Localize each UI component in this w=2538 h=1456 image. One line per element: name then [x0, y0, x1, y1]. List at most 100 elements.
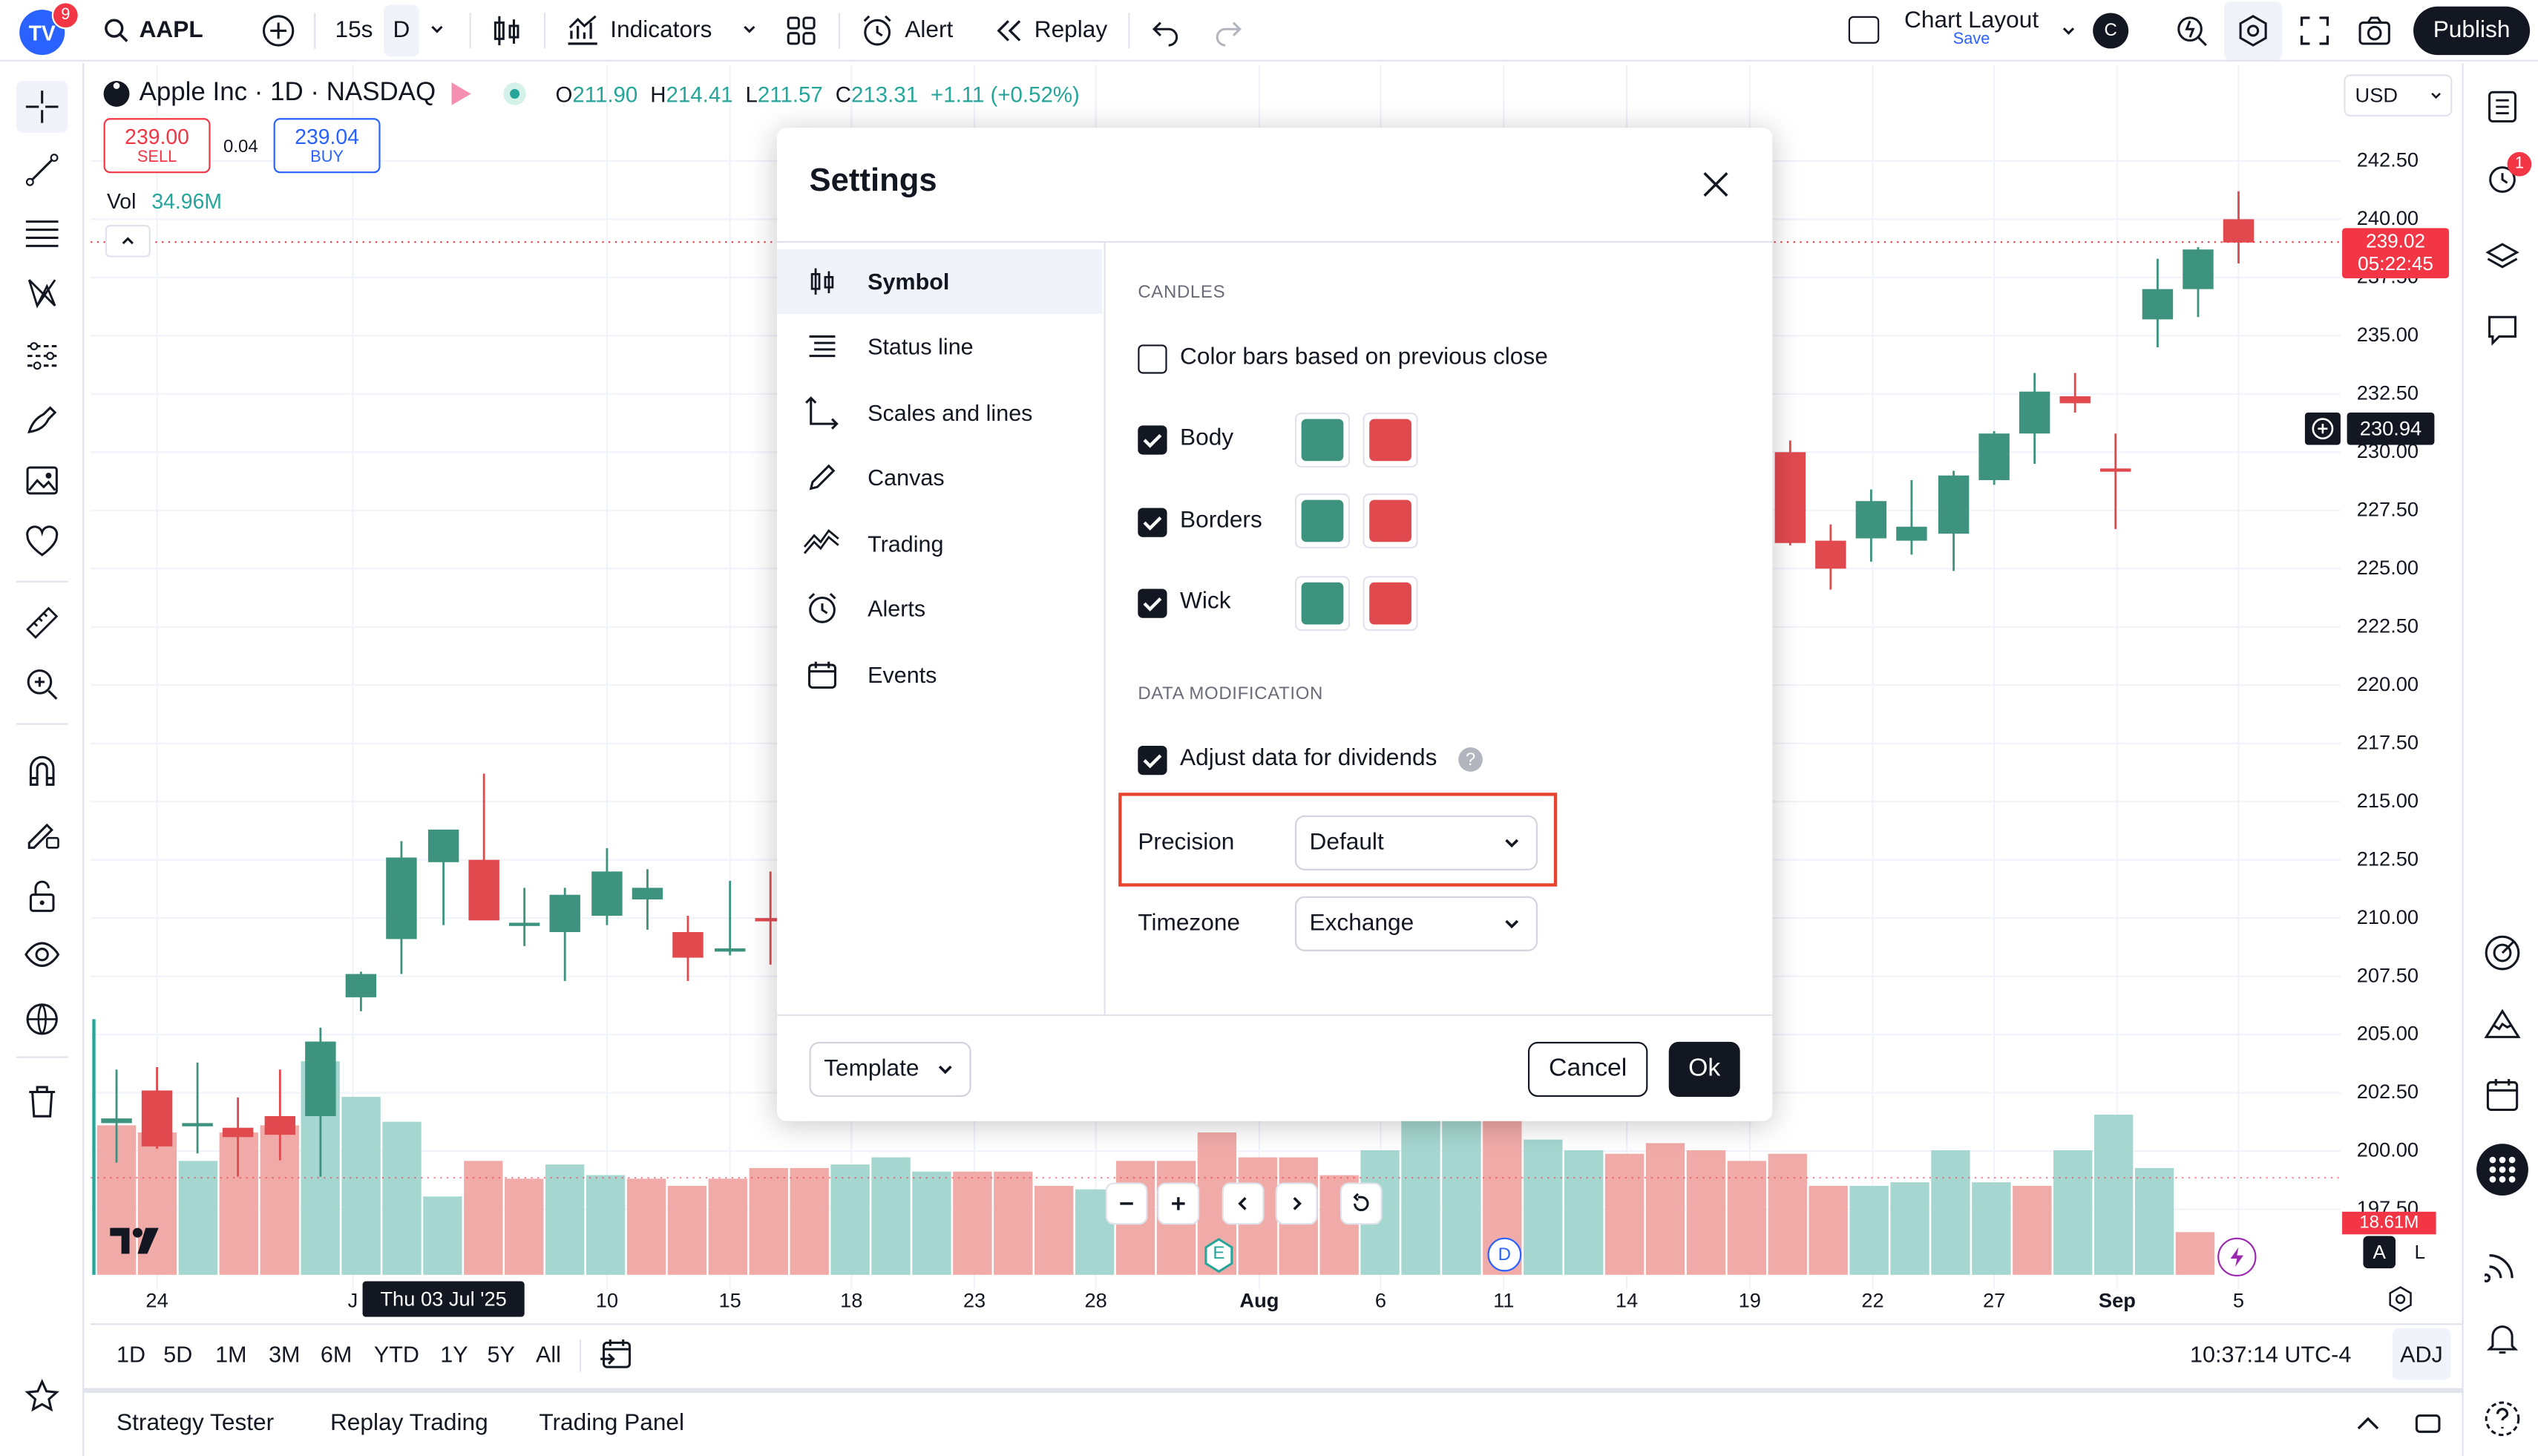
time-zone-display[interactable]: 10:37:14 UTC-4 [2190, 1341, 2352, 1368]
object-tree-button[interactable] [2476, 232, 2528, 283]
layout-dropdown-button[interactable] [2059, 19, 2078, 45]
borders-down-color-swatch[interactable] [1363, 493, 1418, 549]
compare-symbol-button[interactable] [260, 13, 296, 53]
add-alert-crosshair-button[interactable] [2304, 412, 2341, 445]
products-button[interactable] [2476, 1144, 2528, 1196]
period-button[interactable]: 5Y [487, 1341, 515, 1368]
tab-strategy-tester[interactable]: Strategy Tester [117, 1410, 275, 1437]
measure-tool[interactable] [16, 597, 68, 649]
snapshot-button[interactable] [2357, 13, 2393, 53]
settings-button[interactable] [2223, 1, 2283, 60]
alerts-button[interactable] [2476, 152, 2528, 204]
period-button[interactable]: 6M [320, 1341, 352, 1368]
brush-tool[interactable] [16, 393, 68, 445]
sync-drawings-tool[interactable] [16, 994, 68, 1046]
adjust-button[interactable]: ADJ [2392, 1328, 2451, 1380]
period-button[interactable]: 1M [215, 1341, 247, 1368]
magnet-tool[interactable] [16, 744, 68, 796]
expand-panel-button[interactable] [2352, 1408, 2384, 1449]
period-button[interactable]: 3M [269, 1341, 301, 1368]
user-avatar[interactable]: C [2093, 13, 2129, 49]
collapse-legend-button[interactable] [105, 225, 151, 258]
ideas-button[interactable] [2476, 998, 2528, 1050]
chart-type-button[interactable] [489, 13, 525, 53]
redo-button[interactable] [1213, 15, 1245, 52]
favorites-tool[interactable] [16, 516, 68, 568]
borders-up-color-swatch[interactable] [1294, 493, 1351, 549]
watchlist-button[interactable] [2476, 81, 2528, 133]
alert-button[interactable]: Alert [859, 0, 953, 62]
interval-dropdown-button[interactable] [427, 18, 447, 44]
forecast-tool[interactable] [16, 330, 68, 382]
currency-button[interactable]: USD [2344, 74, 2453, 117]
period-button[interactable]: All [535, 1341, 561, 1368]
watchlist-star-button[interactable] [16, 1370, 68, 1422]
maximize-panel-button[interactable] [2412, 1408, 2444, 1449]
wick-up-color-swatch[interactable] [1294, 576, 1351, 632]
close-dialog-button[interactable] [1698, 167, 1734, 211]
template-select[interactable]: Template [809, 1041, 971, 1098]
period-button[interactable]: YTD [373, 1341, 419, 1368]
replay-button[interactable]: Replay [992, 0, 1107, 62]
auto-scale-button[interactable]: A [2363, 1236, 2396, 1269]
undo-button[interactable] [1150, 15, 1182, 52]
reset-chart-button[interactable] [1340, 1182, 1383, 1225]
ok-button[interactable]: Ok [1668, 1041, 1740, 1098]
color-bars-checkbox[interactable] [1138, 344, 1167, 374]
cancel-button[interactable]: Cancel [1527, 1041, 1648, 1098]
crosshair-tool[interactable] [16, 81, 68, 133]
symbol-title[interactable]: Apple Inc · 1D · NASDAQ [139, 79, 436, 107]
trend-line-tool[interactable] [16, 144, 68, 196]
tab-status-line[interactable]: Status line [777, 314, 1102, 378]
screener-button[interactable] [2476, 927, 2528, 979]
earnings-event-marker[interactable]: E [1203, 1238, 1236, 1273]
remove-drawings-tool[interactable] [16, 1076, 68, 1128]
tab-events[interactable]: Events [777, 642, 1102, 706]
layout-toggle-button[interactable] [1848, 16, 1880, 44]
zoom-in-button[interactable] [1157, 1182, 1200, 1225]
notifications-button[interactable] [2476, 1312, 2528, 1364]
tab-trading-panel[interactable]: Trading Panel [539, 1410, 685, 1437]
interval-type-button[interactable]: D [383, 4, 419, 57]
zoom-tool[interactable] [16, 658, 68, 710]
tab-scales-and-lines[interactable]: Scales and lines [777, 380, 1102, 445]
zoom-out-button[interactable] [1105, 1182, 1148, 1225]
pattern-tool[interactable] [16, 267, 68, 319]
symbol-search-button[interactable]: AAPL [104, 0, 203, 62]
wick-down-color-swatch[interactable] [1363, 576, 1418, 632]
wick-checkbox[interactable] [1138, 588, 1167, 618]
publish-button[interactable]: Publish [2413, 6, 2531, 56]
body-down-color-swatch[interactable] [1363, 412, 1418, 468]
precision-select[interactable]: Default [1294, 815, 1538, 870]
scroll-right-button[interactable] [1275, 1182, 1318, 1225]
chats-button[interactable] [2476, 304, 2528, 356]
tab-alerts[interactable]: Alerts [777, 576, 1102, 640]
body-checkbox[interactable] [1138, 425, 1167, 455]
fullscreen-button[interactable] [2298, 15, 2331, 52]
calendar-button[interactable] [2476, 1069, 2528, 1121]
log-scale-button[interactable]: L [2414, 1241, 2426, 1264]
period-button[interactable]: 1Y [440, 1341, 468, 1368]
hide-drawings-tool[interactable] [16, 928, 68, 980]
tab-replay-trading[interactable]: Replay Trading [329, 1410, 488, 1437]
lock-drawings-tool[interactable] [16, 870, 68, 922]
timezone-select[interactable]: Exchange [1294, 896, 1538, 951]
layouts-grid-button[interactable] [785, 15, 818, 52]
body-up-color-swatch[interactable] [1294, 412, 1351, 468]
indicators-dropdown-button[interactable] [740, 18, 759, 44]
help-icon[interactable]: ? [1458, 747, 1483, 772]
dividend-event-marker[interactable]: D [1487, 1237, 1522, 1272]
interval-button[interactable]: 15s [335, 0, 373, 62]
future-event-marker[interactable] [2217, 1237, 2257, 1277]
tab-trading[interactable]: Trading [777, 511, 1102, 576]
flag-icon[interactable] [451, 82, 472, 105]
scroll-left-button[interactable] [1222, 1182, 1265, 1225]
tab-canvas[interactable]: Canvas [777, 445, 1102, 510]
adjust-dividends-checkbox[interactable] [1138, 745, 1167, 775]
indicators-button[interactable]: Indicators [565, 0, 712, 62]
quick-search-button[interactable] [2174, 13, 2209, 53]
streams-button[interactable] [2476, 1239, 2528, 1291]
borders-checkbox[interactable] [1138, 508, 1167, 537]
volume-legend[interactable]: Vol 34.96M [107, 189, 222, 214]
sell-button[interactable]: 239.00 SELL [103, 118, 211, 174]
